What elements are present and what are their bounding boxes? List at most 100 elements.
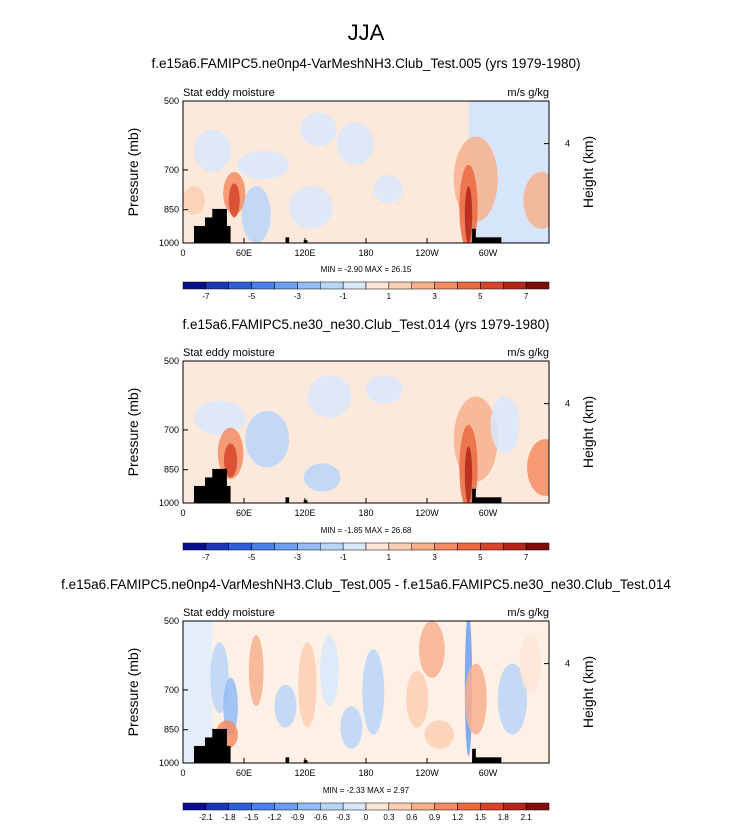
panel-title: f.e15a6.FAMIPC5.ne0np4-VarMeshNH3.Club_T… (152, 56, 581, 71)
colorbar-box (365, 281, 390, 290)
contour-region (340, 706, 363, 749)
colorbar-box (297, 281, 321, 290)
min-max-label: MIN = -2.33 MAX = 2.97 (323, 786, 410, 795)
y2-tick-label: 4 (565, 659, 570, 669)
y2-axis-title: Height (km) (580, 136, 596, 208)
variable-label: Stat eddy moisture (183, 607, 275, 619)
colorbar-box (457, 802, 481, 811)
contour-region (419, 621, 445, 678)
y2-tick-label: 4 (565, 139, 570, 149)
contour-region (464, 186, 473, 243)
colorbar-box (434, 281, 458, 290)
x-tick-label: 120W (415, 768, 439, 778)
colorbar-label: 1 (387, 292, 392, 301)
colorbar-box (205, 542, 229, 551)
terrain-mask (212, 468, 227, 503)
colorbar-box (434, 542, 458, 551)
colorbar-label: 3 (432, 292, 437, 301)
x-tick-label: 180 (358, 768, 373, 778)
colorbar-label: -5 (248, 292, 256, 301)
colorbar-label: 0 (364, 813, 369, 822)
colorbar-box (182, 802, 207, 811)
y-axis-title: Pressure (mb) (125, 128, 141, 217)
chart-panel-2: f.e15a6.FAMIPC5.ne30_ne30.Club_Test.014 … (125, 317, 596, 562)
colorbar-box (388, 542, 412, 551)
y-tick-label: 700 (164, 165, 179, 175)
colorbar-label: -1.2 (268, 813, 282, 822)
x-tick-label: 0 (180, 508, 185, 518)
contour-region (223, 443, 238, 478)
colorbar-box (411, 281, 435, 290)
x-tick-label: 120E (294, 768, 315, 778)
colorbar-box (274, 281, 298, 290)
colorbar-label: -0.3 (336, 813, 350, 822)
figure-title: JJA (348, 20, 385, 45)
contour-region (464, 446, 473, 503)
colorbar-box (480, 281, 504, 290)
x-tick-label: 0 (180, 768, 185, 778)
colorbar-box (503, 542, 527, 551)
terrain-mask (285, 757, 290, 763)
variable-label: Stat eddy moisture (183, 87, 275, 99)
colorbar-label: 1.5 (475, 813, 487, 822)
colorbar-label: 1 (387, 553, 392, 562)
colorbar: -7 -5 -3 -1 1 3 5 7 (182, 281, 550, 301)
terrain-mask (285, 237, 290, 243)
x-tick-label: 60W (479, 768, 498, 778)
colorbar-label: 1.2 (452, 813, 464, 822)
x-tick-label: 0 (180, 248, 185, 258)
contour-region (362, 649, 385, 735)
contour-region (193, 400, 246, 435)
x-tick-label: 60W (479, 248, 498, 258)
contour-region (523, 172, 549, 229)
colorbar-label: 7 (524, 292, 529, 301)
colorbar-box (342, 802, 367, 811)
terrain-mask (212, 208, 227, 243)
colorbar-box (365, 802, 390, 811)
colorbar-label: -7 (202, 553, 210, 562)
x-tick-label: 60E (236, 248, 252, 258)
contour-region (424, 720, 454, 749)
contour-region (406, 670, 429, 728)
units-label: m/s g/kg (507, 347, 549, 359)
colorbar-box (388, 281, 412, 290)
contour-field (183, 101, 549, 243)
colorbar-label: -3 (294, 553, 302, 562)
contour-region (289, 186, 334, 229)
colorbar-label: -0.6 (313, 813, 327, 822)
colorbar-label: 2.1 (521, 813, 533, 822)
colorbar-box (274, 542, 298, 551)
contour-region (223, 677, 238, 735)
contour-region (320, 635, 339, 707)
colorbar-box (388, 802, 412, 811)
colorbar: -7 -5 -3 -1 1 3 5 7 (182, 542, 550, 562)
colorbar: -2.1 -1.8 -1.5 -1.2 -0.9 -0.6 -0.3 0 0.3 0.6 0.9 1.… (182, 802, 550, 822)
colorbar-label: 1.8 (498, 813, 510, 822)
x-tick-label: 180 (358, 248, 373, 258)
colorbar-box (320, 281, 344, 290)
colorbar-label: -0.9 (290, 813, 304, 822)
terrain-mask (472, 748, 476, 763)
colorbar-label: 0.6 (406, 813, 418, 822)
y-tick-label: 500 (164, 616, 179, 626)
y2-axis-title: Height (km) (580, 396, 596, 468)
colorbar-box (503, 802, 527, 811)
colorbar-box (342, 281, 367, 290)
contour-region (490, 396, 520, 454)
x-tick-label: 120W (415, 248, 439, 258)
contour-region (193, 129, 231, 172)
x-tick-label: 60E (236, 768, 252, 778)
colorbar-box (205, 281, 229, 290)
contour-field (183, 361, 549, 503)
y-tick-label: 700 (164, 685, 179, 695)
contour-region (300, 112, 337, 147)
contour-region (307, 375, 352, 418)
x-tick-label: 120E (294, 508, 315, 518)
colorbar-label: -3 (294, 292, 302, 301)
colorbar-box (434, 802, 458, 811)
terrain-mask (472, 497, 502, 503)
terrain-mask (472, 757, 502, 763)
x-tick-label: 180 (358, 508, 373, 518)
colorbar-box (457, 281, 481, 290)
